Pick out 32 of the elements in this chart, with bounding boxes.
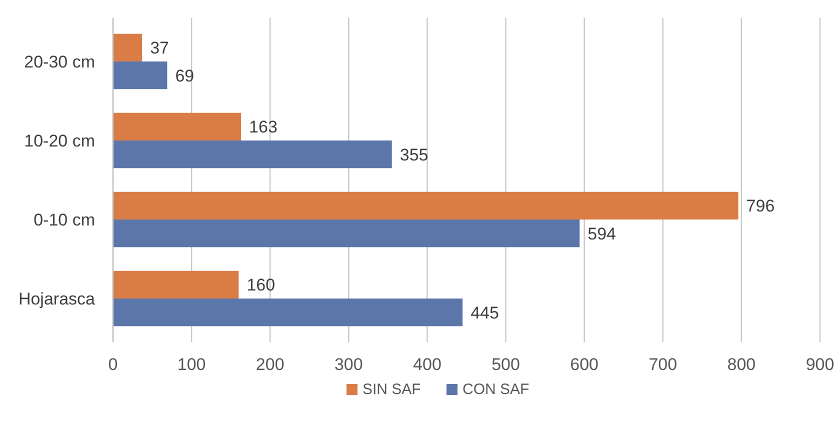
- legend-label: CON SAF: [462, 381, 530, 398]
- y-tick-label: 20-30 cm: [24, 52, 95, 72]
- data-label: 355: [400, 145, 428, 164]
- x-tick-label: 600: [570, 355, 599, 374]
- data-label: 160: [246, 276, 276, 295]
- data-label: 37: [150, 38, 169, 58]
- data-label: 445: [470, 303, 499, 322]
- x-tick-label: 200: [256, 355, 284, 374]
- bar: [113, 34, 142, 62]
- bar: [113, 112, 242, 140]
- x-tick-label: 700: [648, 355, 678, 374]
- data-label: 796: [746, 196, 775, 216]
- x-tick-label: 400: [413, 355, 442, 374]
- x-tick-label: 100: [177, 355, 206, 374]
- bar: [113, 270, 239, 299]
- data-label: 594: [588, 224, 616, 244]
- bar: [113, 140, 392, 168]
- x-tick-label: 300: [334, 355, 363, 374]
- legend-label: SIN SAF: [362, 381, 421, 398]
- bar: [113, 61, 168, 90]
- data-label: 69: [175, 66, 194, 86]
- y-tick-label: Hojarasca: [18, 290, 96, 309]
- x-tick-label: 800: [727, 355, 756, 374]
- y-tick-label: 0-10 cm: [34, 210, 95, 230]
- bar: [113, 192, 738, 220]
- x-tick-label: 0: [108, 355, 118, 374]
- x-tick-label: 500: [492, 355, 520, 374]
- x-tick-label: 900: [806, 355, 834, 374]
- bar: [113, 220, 580, 248]
- data-label: 163: [249, 118, 278, 137]
- y-tick-label: 10-20 cm: [24, 131, 95, 150]
- bar: [113, 298, 463, 326]
